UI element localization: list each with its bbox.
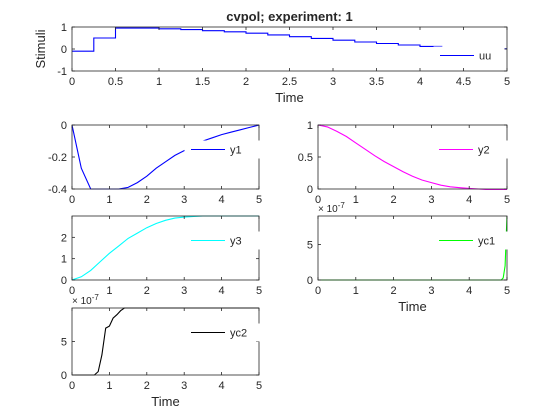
x-tick-label: 1 — [156, 76, 162, 88]
x-tick-label: 1 — [353, 285, 359, 297]
x-tick-label: 2 — [144, 194, 150, 206]
x-tick-label: 3 — [428, 194, 434, 206]
legend-label-y3: y3 — [230, 236, 242, 248]
x-tick-label: 3 — [428, 285, 434, 297]
y-tick-label: 0 — [61, 120, 67, 132]
x-tick-label: 2 — [144, 285, 150, 297]
x-tick-label: 3 — [181, 380, 187, 392]
x-tick-label: 5 — [504, 194, 510, 206]
x-tick-label: 1.5 — [195, 76, 210, 88]
x-tick-label: 2 — [391, 285, 397, 297]
y-tick-label: 0 — [61, 275, 67, 287]
exponent-power: -7 — [338, 201, 346, 210]
legend-label-y1: y1 — [230, 145, 242, 157]
y-tick-label: 0 — [61, 370, 67, 382]
x-tick-label: 4 — [466, 194, 472, 206]
y-tick-label: -0.2 — [48, 152, 67, 164]
x-tick-label: 2.5 — [282, 76, 297, 88]
x-tick-label: 5 — [256, 194, 262, 206]
y-tick-label: -0.4 — [48, 184, 67, 196]
subplot-y2: 0 1 2 3 4 5 0 0.5 1 y2 — [298, 120, 512, 206]
y-tick-label: 5 — [307, 239, 313, 251]
x-axis-label: Time — [398, 299, 426, 314]
legend-label-uu: uu — [479, 51, 491, 63]
legend-label-yc1: yc1 — [478, 236, 495, 248]
x-tick-label: 5 — [504, 76, 510, 88]
subplot-yc2: 0 1 2 3 4 5 0 5 × 10-7 Time yc2 — [61, 293, 264, 409]
chart-title: cvpol; experiment: 1 — [226, 9, 352, 24]
x-tick-label: 4 — [219, 194, 225, 206]
x-tick-label: 5 — [256, 285, 262, 297]
x-tick-label: 4 — [466, 285, 472, 297]
x-tick-label: 0 — [69, 285, 75, 297]
y-tick-label: 0 — [307, 275, 313, 287]
x-tick-label: 1 — [353, 194, 359, 206]
exponent-base: × 10 — [72, 296, 92, 307]
x-tick-label: 0 — [315, 194, 321, 206]
x-tick-label: 4.5 — [456, 76, 471, 88]
x-tick-label: 0 — [69, 380, 75, 392]
subplot-y1: 0 1 2 3 4 5 -0.4 -0.2 0 y1 — [48, 120, 264, 206]
x-tick-label: 1 — [106, 285, 112, 297]
x-tick-label: 1 — [106, 380, 112, 392]
x-tick-label: 4 — [417, 76, 423, 88]
y-exponent-label: × 10-7 — [72, 293, 99, 307]
y-tick-label: 1 — [61, 254, 67, 266]
exponent-power: -7 — [92, 293, 100, 302]
x-tick-label: 0 — [69, 76, 75, 88]
x-axis-label: Time — [275, 90, 303, 105]
x-tick-label: 3.5 — [369, 76, 384, 88]
y-tick-label: 5 — [61, 337, 67, 349]
y-exponent-label: × 10-7 — [318, 201, 345, 215]
subplot-y3: 0 1 2 3 4 5 0 1 2 y3 — [61, 215, 264, 297]
y-tick-label: 0 — [307, 184, 313, 196]
x-tick-label: 3 — [330, 76, 336, 88]
x-axis-label: Time — [151, 394, 179, 409]
y-tick-label: 2 — [61, 232, 67, 244]
y-tick-label: 0.5 — [298, 152, 313, 164]
y-tick-label: 1 — [307, 120, 313, 132]
legend-label-y2: y2 — [478, 145, 490, 157]
x-tick-label: 0 — [315, 285, 321, 297]
y-tick-label: 0 — [61, 44, 67, 56]
y-tick-label: 1 — [61, 22, 67, 34]
subplot-yc1: 0 1 2 3 4 5 0 5 × 10-7 Time yc1 — [307, 201, 512, 314]
exponent-base: × 10 — [318, 204, 338, 215]
x-tick-label: 0 — [69, 194, 75, 206]
x-tick-label: 2 — [144, 380, 150, 392]
y-axis-label: Stimuli — [33, 29, 48, 68]
y-tick-label: -1 — [57, 66, 67, 78]
x-tick-label: 5 — [504, 285, 510, 297]
x-tick-label: 2 — [391, 194, 397, 206]
x-tick-label: 4 — [219, 285, 225, 297]
x-tick-label: 3 — [181, 285, 187, 297]
x-tick-label: 3 — [181, 194, 187, 206]
x-tick-label: 1 — [106, 194, 112, 206]
x-tick-label: 2 — [243, 76, 249, 88]
x-tick-label: 0.5 — [108, 76, 123, 88]
x-tick-label: 4 — [219, 380, 225, 392]
legend-label-yc2: yc2 — [230, 328, 247, 340]
x-tick-label: 5 — [256, 380, 262, 392]
